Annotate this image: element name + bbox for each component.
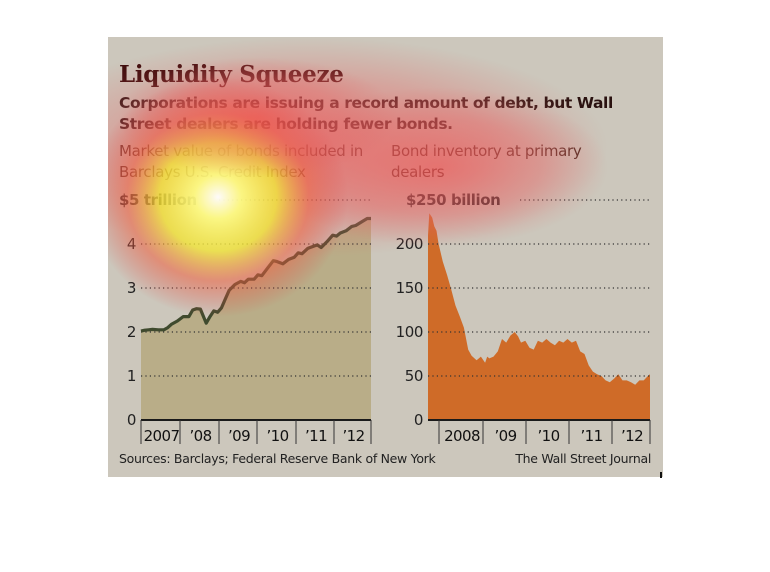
left-xtick-label: ’11: [305, 427, 327, 445]
right-xtick-label: ’10: [537, 427, 559, 445]
charts-svg: 0 1 2 3 4 $5 trillion 2007 ’08 ’09 ’10 ’11 ’12 0 50 10…: [119, 191, 651, 445]
chart-panel: Liquidity Squeeze Corporations are issui…: [108, 37, 663, 477]
left-xtick-label: ’10: [266, 427, 288, 445]
left-ytick-label: 3: [127, 279, 136, 297]
left-ytick-label: 0: [127, 411, 136, 429]
left-xtick-label: ’09: [228, 427, 250, 445]
right-ytick-label: 50: [405, 367, 423, 385]
left-area: [141, 218, 371, 420]
right-ytick-label: 200: [396, 235, 423, 253]
corner-mark: [660, 472, 662, 478]
sources-note: Sources: Barclays; Federal Reserve Bank …: [119, 451, 436, 466]
left-xtick-label: ’12: [342, 427, 364, 445]
left-ytick-label: 2: [127, 323, 136, 341]
publisher-credit: The Wall Street Journal: [515, 451, 651, 466]
right-xtick-label: ’12: [621, 427, 643, 445]
left-ytick-label: 1: [127, 367, 136, 385]
right-xtick-label: ’09: [494, 427, 516, 445]
right-ytick-label: 0: [414, 411, 423, 429]
right-area: [428, 213, 650, 420]
right-ytick-label: 150: [396, 279, 423, 297]
right-ytick-label: 100: [396, 323, 423, 341]
left-xtick-label: ’08: [189, 427, 211, 445]
right-xtick-label: 2008: [444, 427, 480, 445]
right-ytick-label: $250 billion: [406, 191, 500, 209]
left-xtick-label: 2007: [144, 427, 180, 445]
right-xtick-label: ’11: [580, 427, 602, 445]
left-ytick-label: $5 trillion: [119, 191, 197, 209]
left-ytick-label: 4: [127, 235, 136, 253]
